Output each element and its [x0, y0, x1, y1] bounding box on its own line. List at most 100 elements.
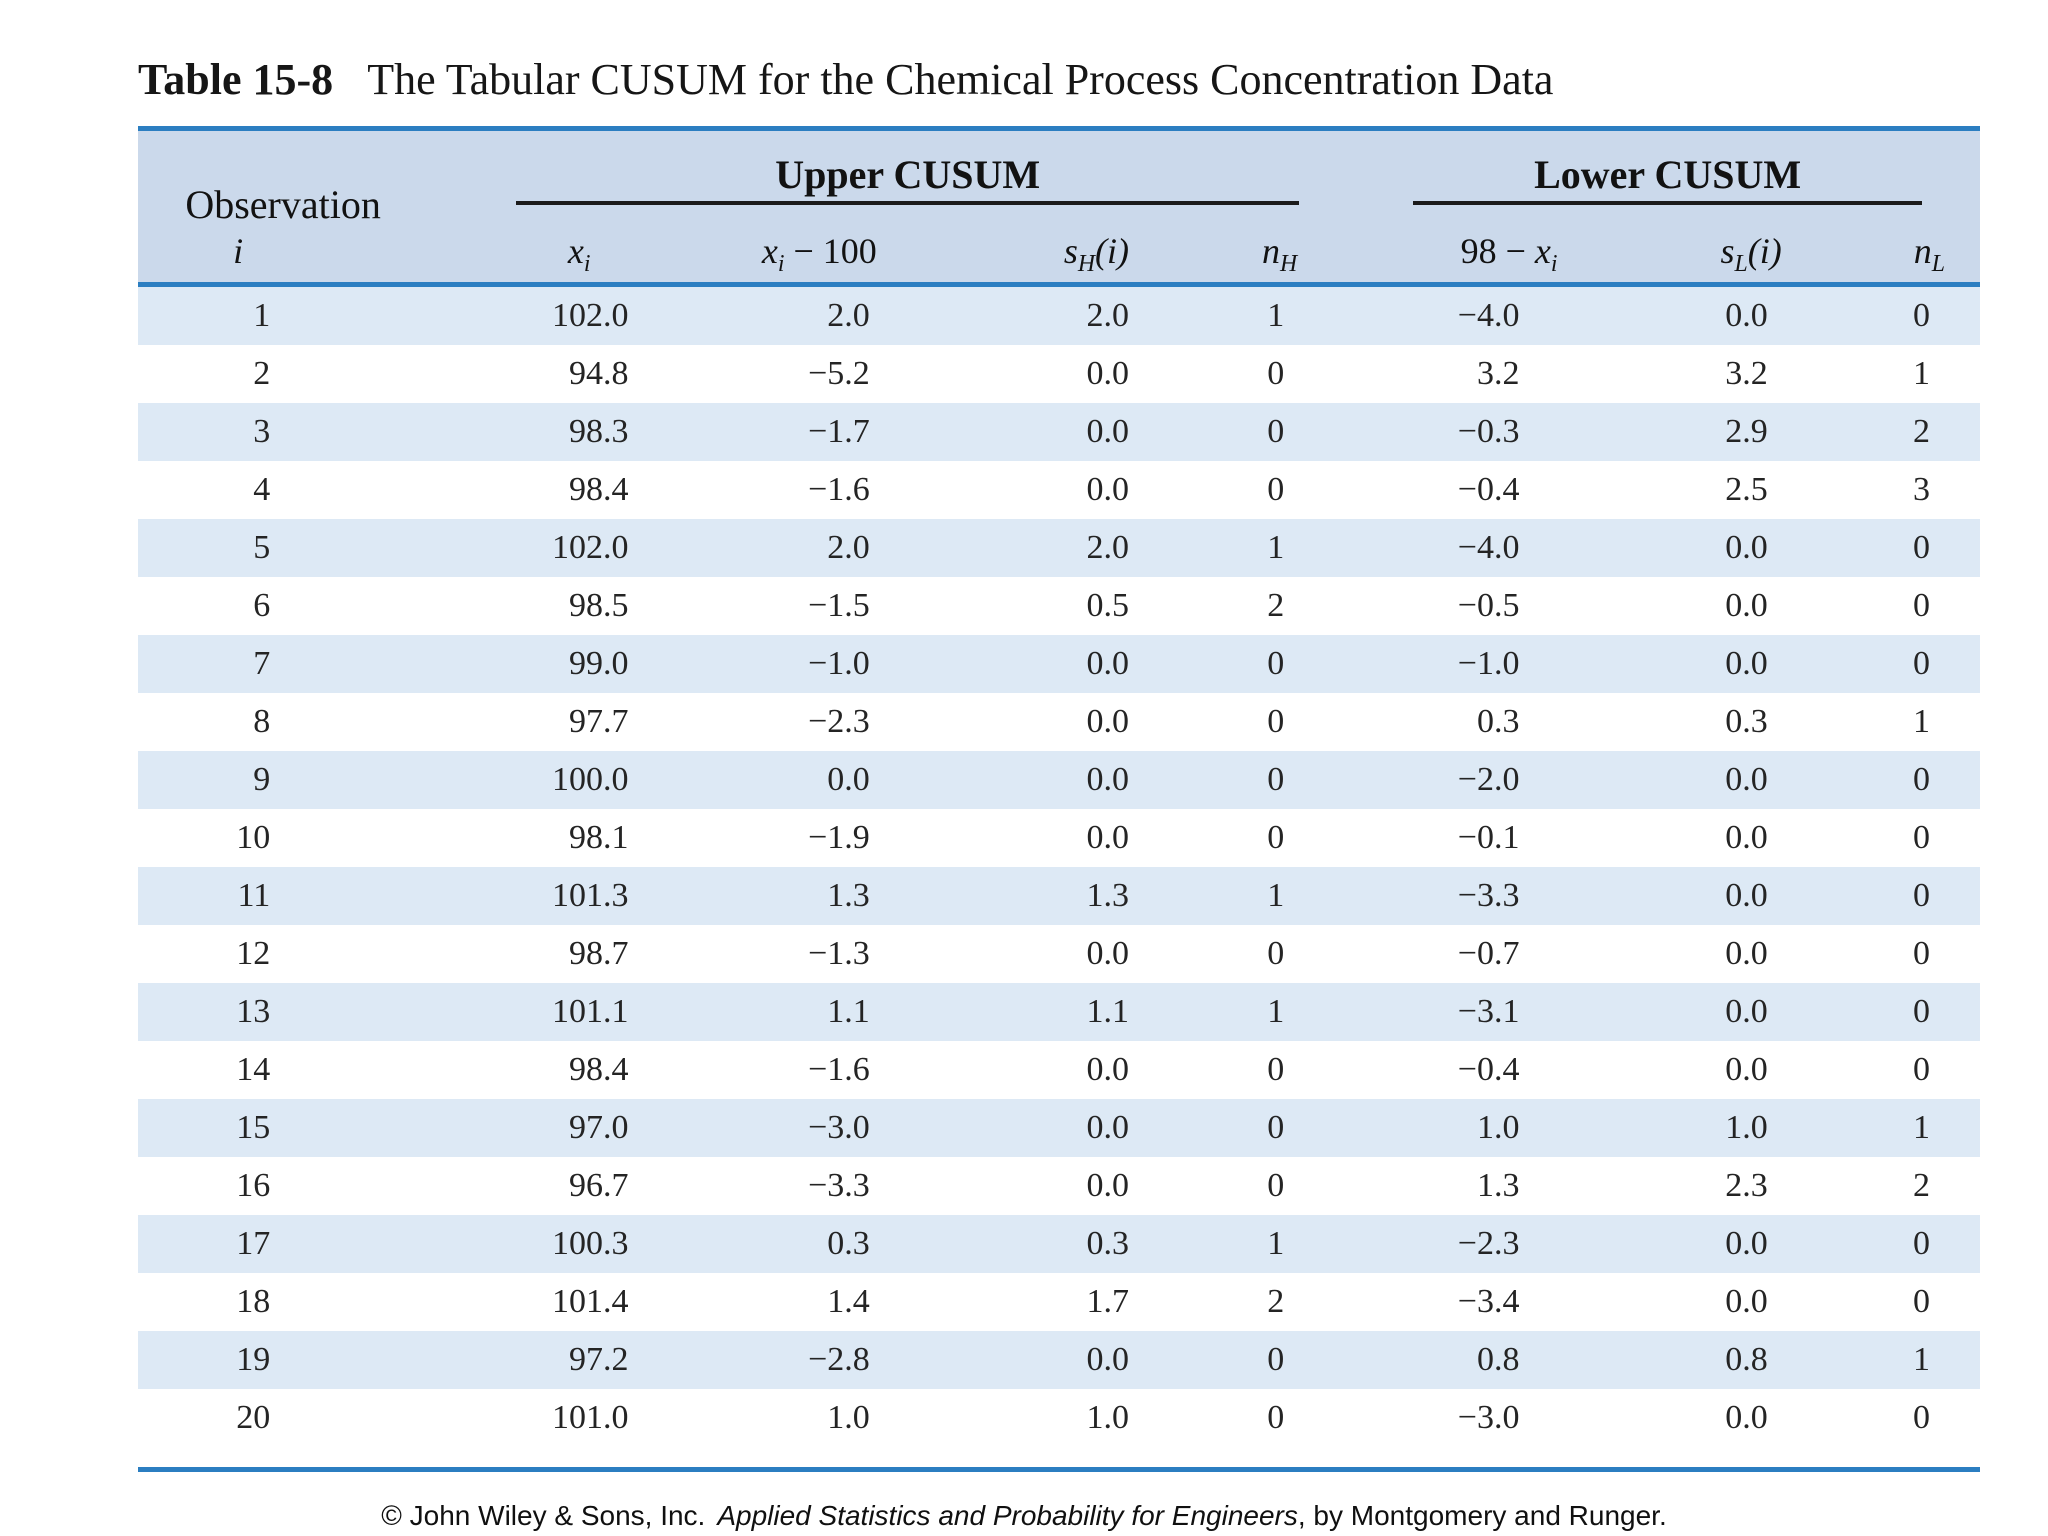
cell-nl: 1: [1913, 703, 1930, 740]
column-header-part: − 100: [784, 231, 877, 271]
copyright-text: © John Wiley & Sons, Inc.: [381, 1500, 706, 1531]
column-header-part: i: [1550, 251, 1558, 278]
cell-sh-i: 1.0: [1086, 1399, 1130, 1436]
cell-nh: 0: [1267, 471, 1285, 508]
cell-xi-minus-100: 2.0: [827, 297, 870, 334]
cell-xi-minus-100: −1.6: [808, 1051, 870, 1088]
cell-obs-index: 7: [253, 645, 271, 682]
cell-98-minus-xi: −0.4: [1457, 1051, 1520, 1088]
cell-xi: 102.0: [552, 529, 629, 566]
table-row: 1 102.0 2.0 2.0 1 −4.0 0.0 0: [138, 284, 1980, 345]
table-row: 14 98.4 −1.6 0.0 0 −0.4 0.0 0: [138, 1041, 1980, 1099]
cell-xi-minus-100: −3.0: [808, 1109, 870, 1146]
column-header-part: i: [777, 251, 785, 278]
cell-sh-i: 1.7: [1086, 1283, 1130, 1320]
cell-xi: 98.3: [569, 413, 629, 450]
cell-xi-minus-100: −1.5: [808, 587, 870, 624]
table-row: 8 97.7 −2.3 0.0 0 0.3 0.3 1: [138, 693, 1980, 751]
column-header-part: L: [1931, 251, 1945, 278]
column-header-part: s: [1063, 231, 1078, 271]
upper-cusum-header-cell: Upper CUSUM: [338, 128, 1300, 205]
cell-98-minus-xi: −0.5: [1457, 587, 1520, 624]
cell-sl-i: 3.2: [1725, 355, 1768, 392]
group-header-row: Observation i Upper CUSUM Lower CUSUM: [138, 128, 1980, 287]
table-header: Observation i Upper CUSUM Lower CUSUM xi…: [138, 128, 1980, 287]
table-row: 9 100.0 0.0 0.0 0 −2.0 0.0 0: [138, 751, 1980, 809]
cell-xi: 101.3: [552, 877, 629, 914]
cell-xi-minus-100: 1.0: [827, 1399, 870, 1436]
cell-nl: 0: [1913, 297, 1930, 334]
cell-nh: 0: [1267, 1341, 1285, 1378]
cell-sh-i: 0.0: [1086, 471, 1130, 508]
cell-98-minus-xi: −4.0: [1457, 529, 1520, 566]
cell-nl: 0: [1913, 877, 1930, 914]
cell-nl: 0: [1913, 1283, 1930, 1320]
cell-98-minus-xi: −3.3: [1457, 877, 1520, 914]
cell-obs-index: 15: [236, 1109, 271, 1146]
cell-98-minus-xi: −1.0: [1457, 645, 1520, 682]
cell-nh: 1: [1267, 993, 1285, 1030]
cell-sh-i: 2.0: [1086, 297, 1130, 334]
cell-sh-i: 0.0: [1086, 819, 1130, 856]
cell-xi-minus-100: 1.4: [827, 1283, 870, 1320]
column-header-part: i: [583, 251, 591, 278]
cell-sh-i: 0.0: [1086, 703, 1130, 740]
cell-obs-index: 11: [237, 877, 271, 914]
cell-nl: 1: [1913, 1109, 1930, 1146]
cell-xi: 94.8: [569, 355, 629, 392]
cell-sl-i: 0.0: [1725, 645, 1768, 682]
table-body: 1 102.0 2.0 2.0 1 −4.0 0.0 0 2 94.8 −5.2 0.0 0 3.2 3.2…: [138, 284, 1980, 1448]
cell-nh: 0: [1267, 819, 1285, 856]
observation-label: Observation: [185, 182, 381, 227]
cell-98-minus-xi: −3.1: [1457, 993, 1520, 1030]
cell-xi: 99.0: [569, 645, 629, 682]
cell-xi: 96.7: [569, 1167, 629, 1204]
column-header-row: xi xi − 100 sH(i) nH 98 − xi sL(i) nL: [138, 205, 1980, 287]
cell-obs-index: 5: [253, 529, 271, 566]
cell-xi-minus-100: −5.2: [808, 355, 870, 392]
copyright-footer: © John Wiley & Sons, Inc. Applied Statist…: [0, 1500, 2048, 1532]
cell-xi-minus-100: −1.0: [808, 645, 870, 682]
column-header-part: (i): [1095, 231, 1130, 271]
cell-sh-i: 0.0: [1086, 1109, 1130, 1146]
cell-98-minus-xi: 1.3: [1476, 1167, 1520, 1204]
cell-nl: 1: [1913, 1341, 1930, 1378]
cell-nh: 2: [1267, 1283, 1285, 1320]
cell-nh: 1: [1267, 529, 1285, 566]
column-header-xi: xi: [338, 205, 639, 287]
table-row: 5 102.0 2.0 2.0 1 −4.0 0.0 0: [138, 519, 1980, 577]
cell-nl: 0: [1913, 1051, 1930, 1088]
book-title-text: Applied Statistics and Probability for E…: [717, 1500, 1298, 1531]
cell-obs-index: 8: [253, 703, 271, 740]
cell-98-minus-xi: −3.4: [1457, 1283, 1520, 1320]
table-row: 12 98.7 −1.3 0.0 0 −0.7 0.0 0: [138, 925, 1980, 983]
column-header-part: x: [1534, 231, 1551, 271]
cell-98-minus-xi: −2.3: [1457, 1225, 1520, 1262]
column-header-part: s: [1720, 231, 1735, 271]
cell-obs-index: 18: [236, 1283, 271, 1320]
cell-xi-minus-100: −3.3: [808, 1167, 870, 1204]
cell-nh: 0: [1267, 1167, 1285, 1204]
cell-xi: 97.7: [569, 703, 629, 740]
cell-xi-minus-100: −1.3: [808, 935, 870, 972]
cell-sl-i: 0.0: [1725, 529, 1768, 566]
cell-nh: 0: [1267, 761, 1285, 798]
cell-sl-i: 0.0: [1725, 935, 1768, 972]
cell-nh: 0: [1267, 935, 1285, 972]
cell-98-minus-xi: 0.3: [1476, 703, 1520, 740]
cell-xi: 102.0: [552, 297, 629, 334]
cell-sl-i: 0.3: [1725, 703, 1768, 740]
cell-xi: 97.0: [569, 1109, 629, 1146]
column-header-xi-minus-100: xi − 100: [638, 205, 879, 287]
cell-nl: 0: [1913, 529, 1930, 566]
cell-xi: 98.4: [569, 471, 629, 508]
cell-98-minus-xi: −0.1: [1457, 819, 1520, 856]
page: Table 15-8 The Tabular CUSUM for the Chem…: [138, 0, 1980, 1532]
cell-xi-minus-100: 1.1: [827, 993, 870, 1030]
column-header-part: (i): [1747, 231, 1782, 271]
cell-obs-index: 20: [236, 1399, 271, 1436]
cell-nh: 0: [1267, 645, 1285, 682]
cell-sl-i: 0.0: [1725, 1051, 1768, 1088]
table-row: 15 97.0 −3.0 0.0 0 1.0 1.0 1: [138, 1099, 1980, 1157]
cell-xi-minus-100: 0.0: [827, 761, 870, 798]
